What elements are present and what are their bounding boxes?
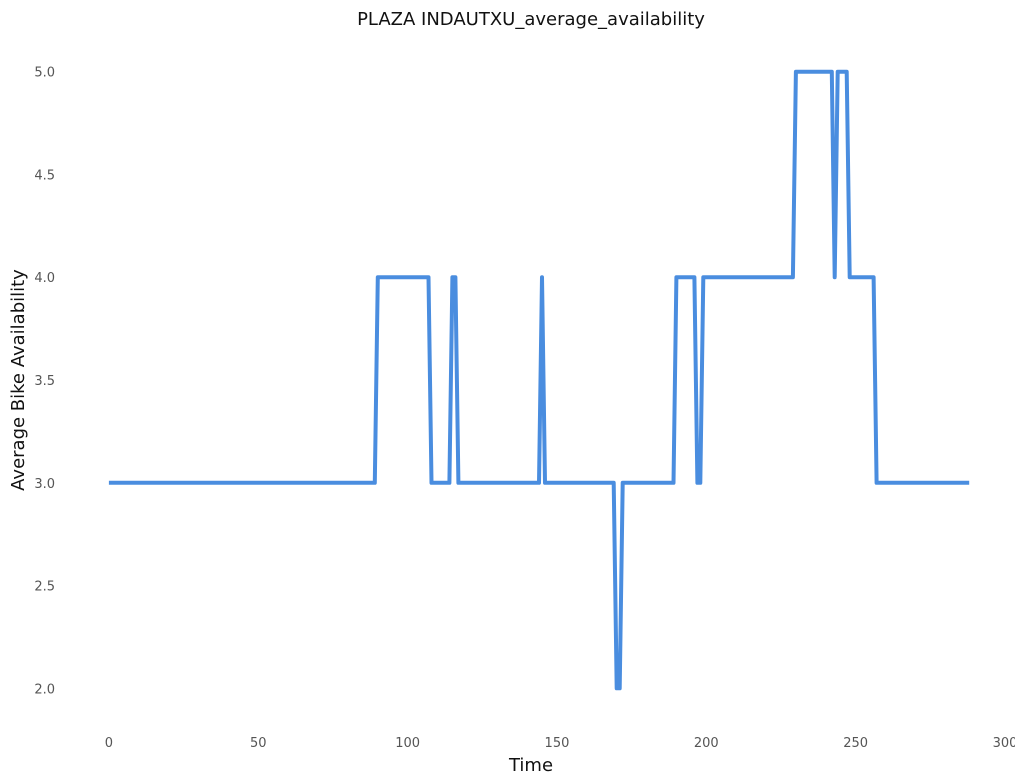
x-tick-label: 300 [993, 736, 1015, 751]
x-tick-label: 50 [250, 736, 267, 751]
x-tick-label: 250 [843, 736, 868, 751]
series-line [108, 69, 970, 691]
x-tick-label: 0 [105, 736, 113, 751]
y-tick-label: 3.0 [34, 477, 55, 492]
plot-area [108, 69, 970, 691]
y-axis: 2.0 2.5 3.0 3.5 4.0 4.5 5.0 [34, 66, 55, 698]
y-axis-label: Average Bike Availability [8, 269, 29, 491]
x-tick-label: 150 [545, 736, 570, 751]
x-axis: 0 50 100 150 200 250 300 [105, 736, 1015, 751]
x-tick-label: 200 [694, 736, 719, 751]
y-tick-label: 5.0 [34, 66, 55, 81]
y-tick-label: 2.0 [34, 682, 55, 697]
y-tick-label: 4.5 [34, 168, 55, 183]
y-tick-label: 3.5 [34, 374, 55, 389]
chart-title: PLAZA INDAUTXU_average_availability [357, 9, 705, 30]
x-axis-label: Time [508, 755, 553, 776]
y-tick-label: 2.5 [34, 580, 55, 595]
y-tick-label: 4.0 [34, 271, 55, 286]
x-tick-label: 100 [395, 736, 420, 751]
